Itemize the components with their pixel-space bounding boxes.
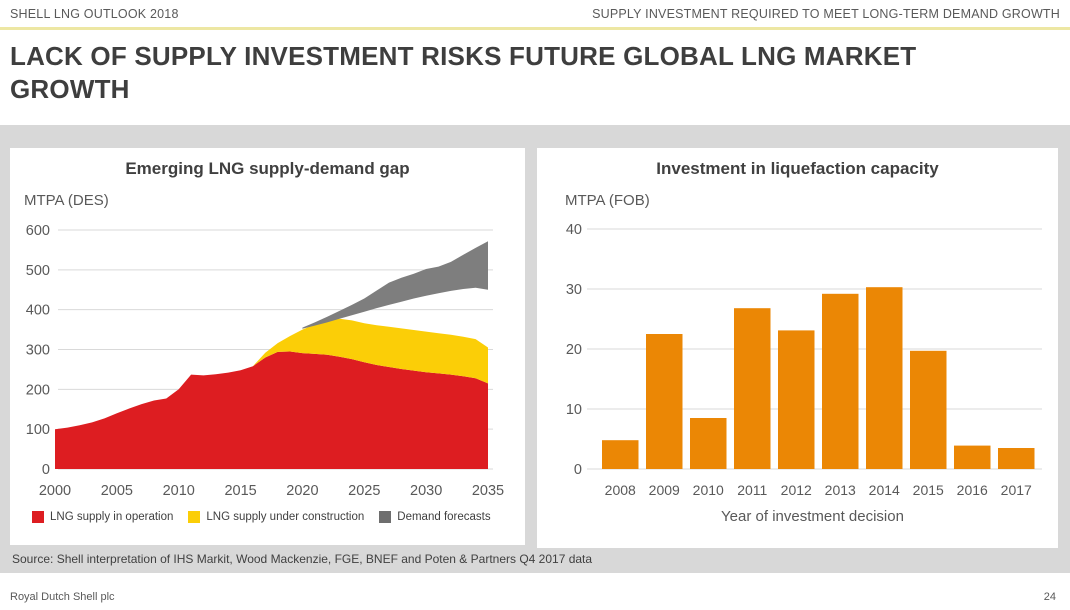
svg-text:2015: 2015: [224, 483, 256, 499]
header-left: SHELL LNG OUTLOOK 2018: [10, 7, 179, 21]
legend-swatch: [379, 511, 392, 523]
supply-demand-title: Emerging LNG supply-demand gap: [125, 159, 410, 178]
svg-text:2020: 2020: [286, 483, 318, 499]
bar-2016: [954, 445, 991, 469]
legend-swatch: [188, 511, 201, 523]
svg-text:600: 600: [26, 223, 50, 239]
supply-demand-unit-label: MTPA (DES): [24, 192, 109, 209]
source-note: Source: Shell interpretation of IHS Mark…: [12, 552, 593, 566]
bar-2010: [690, 418, 727, 469]
x-tick-labels: 2008 2009 2010 2011 2012 2013 2014 2015 2016 2017: [605, 482, 1032, 498]
svg-text:2010: 2010: [163, 483, 195, 499]
legend-swatch: [32, 511, 44, 523]
liquefaction-chart: 0 10 20 30 40 2008 2009 2010 2011 2012 2013 2014 201…: [566, 222, 1042, 498]
svg-text:10: 10: [566, 402, 582, 418]
svg-text:0: 0: [42, 462, 50, 478]
svg-text:2008: 2008: [605, 482, 636, 498]
header-right: SUPPLY INVESTMENT REQUIRED TO MEET LONG-…: [592, 7, 1060, 21]
svg-text:2014: 2014: [869, 482, 900, 498]
x-tick-labels: 2000 2005 2010 2015 2020 2025 2030 2035: [39, 483, 504, 499]
legend-label: LNG supply in operation: [50, 511, 174, 523]
svg-text:2012: 2012: [781, 482, 812, 498]
y-tick-labels: 0 10 20 30 40: [566, 222, 582, 478]
legend-label: Demand forecasts: [397, 511, 491, 523]
legend-item: Demand forecasts: [379, 511, 491, 523]
svg-text:100: 100: [26, 422, 50, 438]
bar-2017: [998, 448, 1035, 469]
area-supply-under-construction: [252, 318, 488, 384]
area-demand-forecasts: [302, 241, 488, 329]
svg-text:2010: 2010: [693, 482, 724, 498]
bar-2014: [866, 287, 903, 469]
page-title-line2: GROWTH: [10, 74, 130, 105]
page-number: 24: [1043, 591, 1056, 603]
svg-text:2025: 2025: [348, 483, 380, 499]
svg-text:200: 200: [26, 382, 50, 398]
svg-text:400: 400: [26, 303, 50, 319]
svg-text:20: 20: [566, 342, 582, 358]
svg-text:2030: 2030: [410, 483, 442, 499]
svg-text:2016: 2016: [957, 482, 988, 498]
accent-rule: [0, 27, 1070, 30]
area-supply-in-operation: [55, 351, 488, 469]
page-title: LACK OF SUPPLY INVESTMENT RISKS FUTURE G…: [10, 40, 1050, 107]
liquefaction-title: Investment in liquefaction capacity: [656, 159, 939, 178]
legend: LNG supply in operation LNG supply under …: [32, 511, 491, 523]
footer-company: Royal Dutch Shell plc: [10, 591, 115, 603]
bar-2008: [602, 440, 639, 469]
y-tick-labels: 0 100 200 300 400 500 600: [26, 223, 50, 478]
bar-2011: [734, 308, 771, 469]
legend-label: LNG supply under construction: [206, 511, 365, 523]
svg-text:2013: 2013: [825, 482, 856, 498]
svg-text:2005: 2005: [101, 483, 133, 499]
svg-text:30: 30: [566, 282, 582, 298]
bar-2012: [778, 330, 815, 469]
svg-text:2035: 2035: [472, 483, 504, 499]
svg-text:40: 40: [566, 222, 582, 238]
header-row: SHELL LNG OUTLOOK 2018 SUPPLY INVESTMENT…: [10, 7, 1060, 21]
supply-demand-panel: Emerging LNG supply-demand gap MTPA (DES…: [10, 148, 525, 545]
svg-text:2000: 2000: [39, 483, 71, 499]
svg-text:2015: 2015: [913, 482, 944, 498]
page-title-line1: LACK OF SUPPLY INVESTMENT RISKS FUTURE G…: [10, 41, 917, 71]
liquefaction-panel: Investment in liquefaction capacity MTPA…: [537, 148, 1058, 548]
legend-item: LNG supply under construction: [188, 511, 364, 523]
svg-text:2017: 2017: [1001, 482, 1032, 498]
bar-2013: [822, 293, 859, 469]
liquefaction-unit-label: MTPA (FOB): [565, 192, 650, 209]
bar-2015: [910, 350, 947, 469]
bars: [602, 287, 1035, 469]
legend-item: LNG supply in operation: [32, 511, 173, 523]
svg-text:300: 300: [26, 343, 50, 359]
liquefaction-xaxis-title: Year of investment decision: [721, 508, 904, 525]
svg-text:2011: 2011: [737, 482, 767, 498]
bar-2009: [646, 334, 683, 469]
svg-text:500: 500: [26, 263, 50, 279]
svg-text:0: 0: [574, 462, 582, 478]
svg-text:2009: 2009: [649, 482, 680, 498]
